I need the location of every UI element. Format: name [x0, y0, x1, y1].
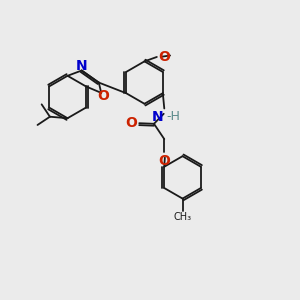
- Text: O: O: [98, 89, 110, 103]
- Text: O: O: [125, 116, 137, 130]
- Text: O: O: [158, 154, 170, 168]
- Text: N: N: [152, 110, 163, 124]
- Text: O: O: [158, 50, 170, 64]
- Text: CH₃: CH₃: [173, 212, 192, 222]
- Text: N: N: [76, 59, 88, 74]
- Text: -H: -H: [167, 110, 181, 123]
